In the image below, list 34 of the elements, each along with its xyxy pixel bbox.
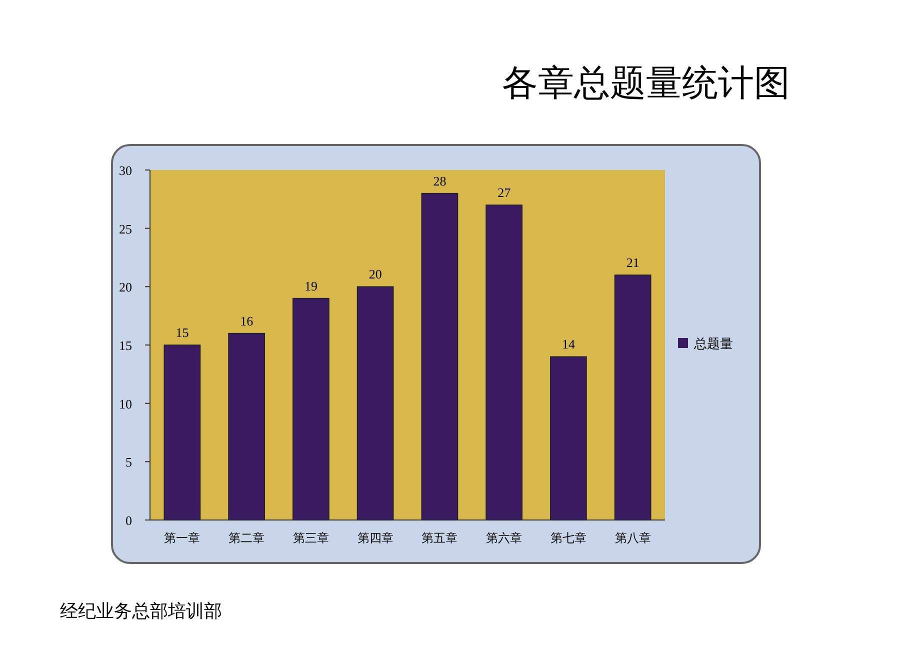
bar <box>292 298 330 520</box>
data-label: 20 <box>368 266 382 282</box>
y-tick-label: 15 <box>119 338 132 353</box>
data-label: 16 <box>240 313 254 328</box>
x-tick-label: 第七章 <box>550 531 586 545</box>
y-tick-label: 5 <box>126 454 132 470</box>
y-tick-label: 20 <box>119 280 132 295</box>
x-tick-label: 第五章 <box>422 531 458 545</box>
data-label: 14 <box>562 336 576 352</box>
data-label: 21 <box>626 255 640 270</box>
data-label: 15 <box>176 325 189 340</box>
x-tick-label: 第三章 <box>292 531 329 545</box>
bar <box>164 344 201 520</box>
y-tick-label: 25 <box>119 221 132 236</box>
x-tick-label: 第一章 <box>164 531 200 545</box>
data-label: 27 <box>498 185 512 200</box>
legend-label: 总题量 <box>693 336 733 351</box>
data-label: 19 <box>304 278 318 294</box>
x-tick-label: 第六章 <box>486 531 522 545</box>
x-tick-label: 第四章 <box>357 531 394 545</box>
chart-title: 各章总题量统计图 <box>502 63 790 103</box>
text: 经纪业务总部培训部 <box>60 601 222 622</box>
bar <box>486 204 522 520</box>
y-tick-label: 10 <box>119 396 132 412</box>
bar <box>228 332 265 520</box>
bar <box>421 192 458 520</box>
x-tick-label: 第二章 <box>228 531 265 545</box>
bar <box>550 356 587 520</box>
bar <box>356 286 394 520</box>
y-tick-label: 30 <box>119 163 132 178</box>
bar <box>614 274 652 520</box>
y-tick-label: 0 <box>126 513 132 528</box>
x-tick-label: 第八章 <box>614 531 651 545</box>
data-label: 28 <box>433 173 446 188</box>
